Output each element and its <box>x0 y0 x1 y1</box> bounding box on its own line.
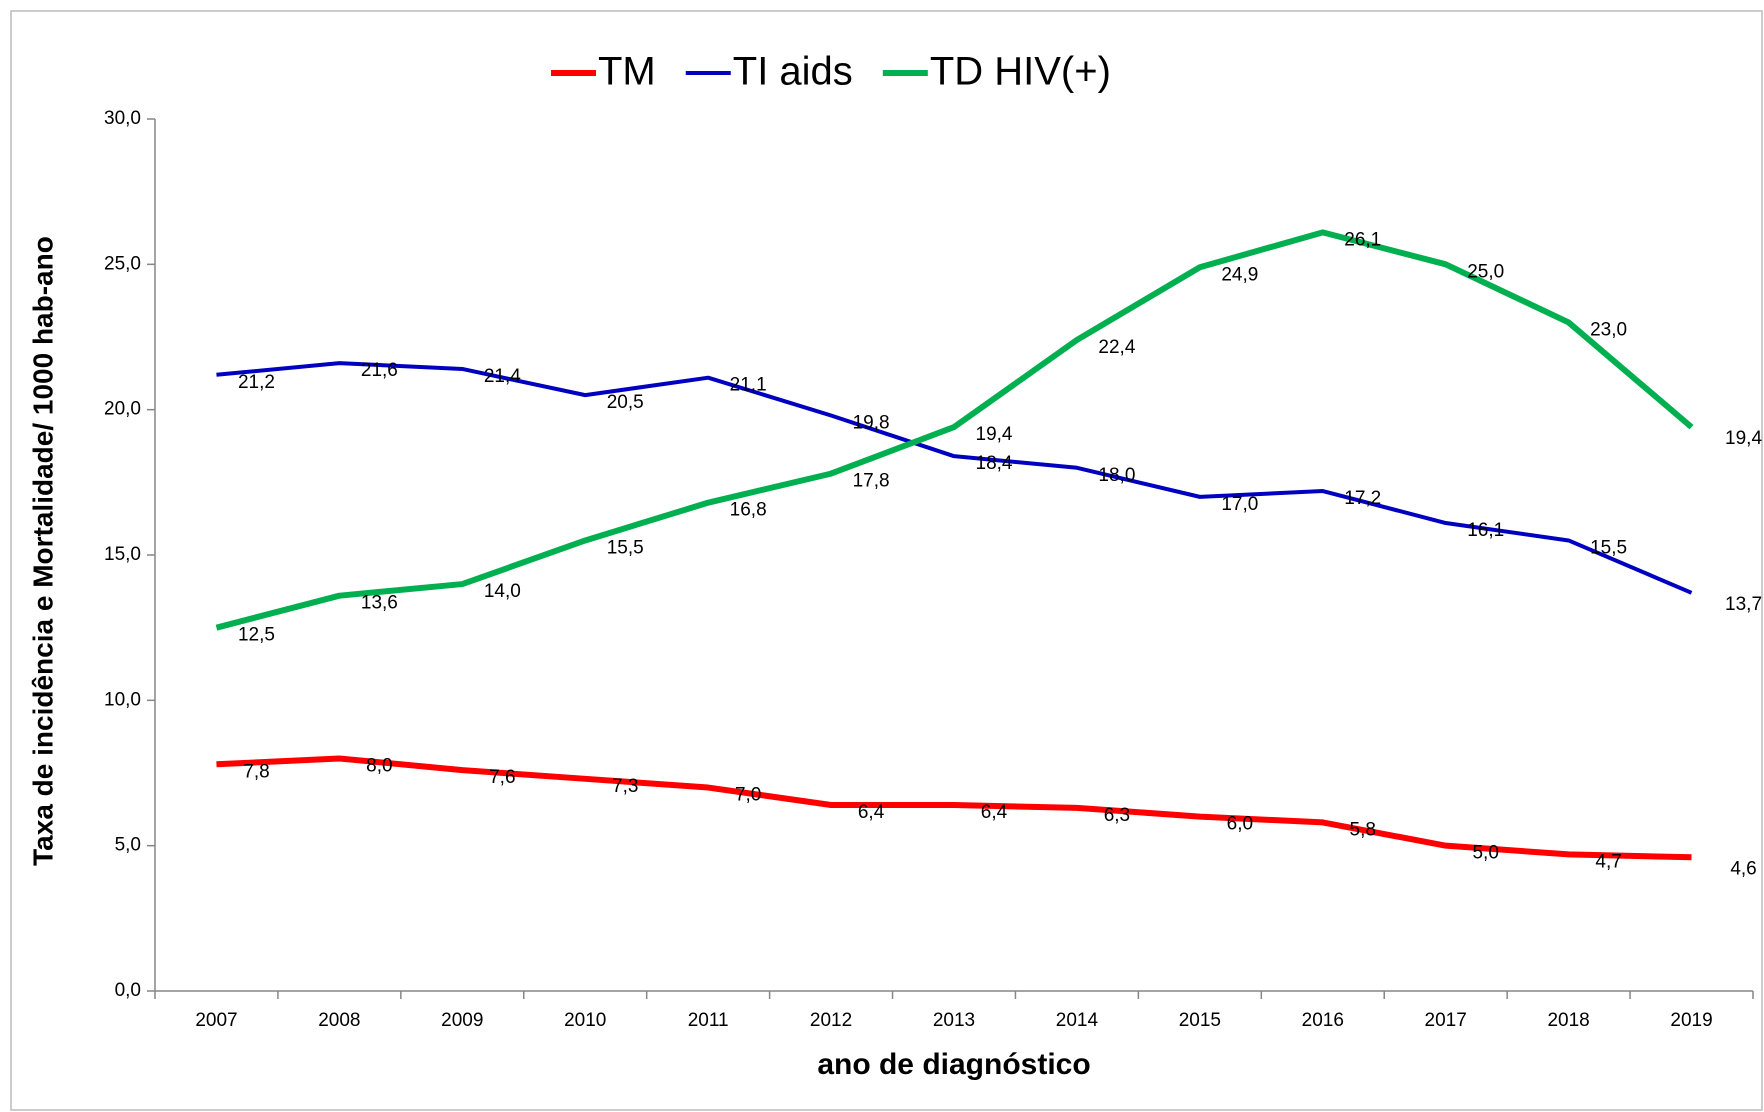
chart-frame <box>10 10 1763 1111</box>
x-tick-label: 2013 <box>933 1010 975 1031</box>
series-line <box>216 755 1692 861</box>
y-axis-label: Taxa de incidência e Mortalidade/ 1000 h… <box>27 236 58 866</box>
series-line <box>216 361 1693 595</box>
data-label: 13,7 <box>1725 594 1762 615</box>
data-label: 19,4 <box>1725 428 1762 449</box>
data-label: 15,5 <box>607 537 644 558</box>
x-tick-label: 2019 <box>1670 1010 1712 1031</box>
data-label: 18,0 <box>1098 465 1135 486</box>
series-line <box>215 229 1694 631</box>
data-label: 4,7 <box>1595 851 1621 872</box>
data-label: 6,4 <box>981 802 1008 823</box>
y-tick-label: 15,0 <box>104 544 141 565</box>
data-label: 23,0 <box>1590 319 1627 340</box>
data-label: 16,1 <box>1467 520 1504 541</box>
data-label: 21,4 <box>484 366 521 387</box>
data-label: 7,3 <box>612 776 638 797</box>
data-label: 8,0 <box>366 755 392 776</box>
y-tick-label: 25,0 <box>104 253 141 274</box>
data-label: 24,9 <box>1221 264 1258 285</box>
data-label: 13,6 <box>361 593 398 614</box>
data-label: 21,6 <box>361 360 398 381</box>
data-label: 15,5 <box>1590 537 1627 558</box>
x-tick-label: 2017 <box>1425 1010 1467 1031</box>
x-tick-label: 2008 <box>318 1010 360 1031</box>
data-label: 5,8 <box>1350 819 1376 840</box>
data-label: 17,8 <box>853 471 890 492</box>
data-label: 5,0 <box>1472 843 1498 864</box>
data-label: 20,5 <box>607 392 644 413</box>
x-tick-label: 2018 <box>1547 1010 1589 1031</box>
y-tick-label: 20,0 <box>104 399 141 420</box>
data-label: 6,0 <box>1227 814 1253 835</box>
data-label: 14,0 <box>484 581 521 602</box>
data-label: 7,6 <box>489 767 515 788</box>
data-label: 17,0 <box>1221 494 1258 515</box>
data-label: 12,5 <box>238 625 275 646</box>
x-tick-label: 2009 <box>441 1010 483 1031</box>
y-tick-label: 30,0 <box>104 108 141 129</box>
x-tick-label: 2010 <box>564 1010 606 1031</box>
x-tick-label: 2012 <box>810 1010 852 1031</box>
data-label: 18,4 <box>976 453 1013 474</box>
data-label: 6,4 <box>858 802 885 823</box>
data-label: 19,8 <box>853 412 890 433</box>
data-label: 7,8 <box>243 761 269 782</box>
x-tick-label: 2007 <box>195 1010 237 1031</box>
x-tick-label: 2015 <box>1179 1010 1221 1031</box>
legend-label: TD HIV(+) <box>930 50 1111 94</box>
x-tick-label: 2014 <box>1056 1010 1099 1031</box>
x-tick-label: 2011 <box>688 1010 729 1031</box>
y-tick-label: 10,0 <box>104 689 141 710</box>
y-tick-label: 5,0 <box>115 835 141 856</box>
data-label: 6,3 <box>1104 805 1130 826</box>
data-label: 16,8 <box>730 500 767 521</box>
x-tick-label: 2016 <box>1302 1010 1344 1031</box>
legend-label: TM <box>598 50 656 94</box>
data-label: 19,4 <box>976 424 1013 445</box>
data-label: 21,2 <box>238 372 275 393</box>
data-label: 25,0 <box>1467 261 1504 282</box>
y-tick-label: 0,0 <box>115 980 141 1001</box>
data-label: 4,6 <box>1730 858 1756 879</box>
data-label: 7,0 <box>735 785 761 806</box>
x-axis-label: ano de diagnóstico <box>817 1048 1090 1081</box>
legend-label: TI aids <box>733 50 853 94</box>
data-label: 26,1 <box>1344 229 1381 250</box>
data-label: 17,2 <box>1344 488 1381 509</box>
data-label: 22,4 <box>1098 337 1135 358</box>
data-label: 21,1 <box>730 375 767 396</box>
